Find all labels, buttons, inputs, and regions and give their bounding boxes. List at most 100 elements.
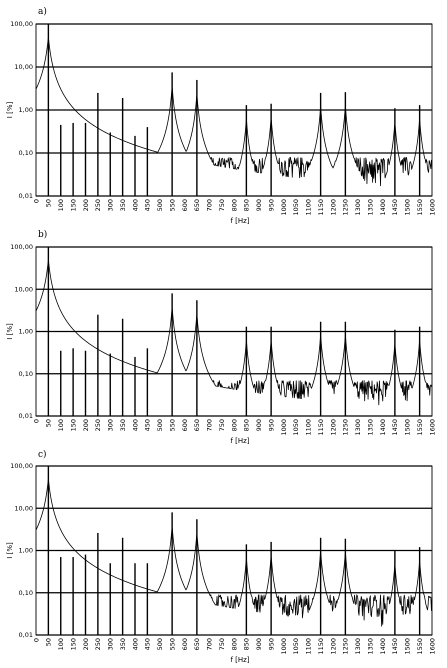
y-tick-label: 10,00 (14, 63, 33, 71)
panel-label: c) (38, 449, 47, 460)
panel-label: b) (38, 229, 47, 240)
x-tick-label: 600 (181, 419, 189, 431)
x-tick-label: 1550 (416, 638, 424, 655)
x-tick-label: 450 (144, 199, 152, 211)
x-tick-label: 850 (243, 419, 251, 431)
x-tick-label: 1000 (280, 199, 288, 216)
x-tick-label: 600 (181, 199, 189, 211)
x-tick-label: 450 (144, 638, 152, 650)
x-tick-label: 150 (69, 419, 77, 431)
spectrum-trace (35, 260, 433, 406)
x-tick-label: 200 (82, 199, 90, 211)
spectrum-trace (35, 479, 433, 627)
x-tick-label: 200 (82, 419, 90, 431)
x-tick-label: 1450 (391, 638, 399, 655)
x-tick-label: 800 (230, 419, 238, 431)
plot-frame (35, 23, 433, 197)
x-tick-label: 1350 (366, 638, 374, 655)
y-tick-label: 0,10 (19, 589, 33, 597)
x-tick-label: 1150 (317, 638, 325, 655)
y-tick-label: 10,00 (14, 285, 33, 293)
x-tick-label: 400 (131, 419, 139, 431)
x-tick-label: 600 (181, 638, 189, 650)
x-tick-label: 1100 (305, 638, 313, 655)
x-tick-label: 1400 (379, 419, 387, 436)
spectrum-panel: b) 100,00 10,00 1,00 0,10 0,01 I [%] 0 50 100 150 2… (6, 229, 436, 445)
y-tick-label: 0,01 (19, 192, 33, 200)
x-tick-label: 100 (57, 419, 65, 431)
x-tick-label: 1300 (354, 638, 362, 655)
x-tick-label: 1150 (317, 199, 325, 216)
x-tick-label: 1050 (292, 638, 300, 655)
x-tick-label: 950 (267, 199, 275, 211)
x-tick-label: 700 (206, 419, 214, 431)
x-tick-label: 1500 (404, 419, 412, 436)
x-tick-label: 1350 (366, 419, 374, 436)
x-tick-label: 300 (107, 419, 115, 431)
x-tick-label: 1250 (342, 199, 350, 216)
x-tick-label: 250 (94, 199, 102, 211)
x-tick-label: 650 (193, 419, 201, 431)
y-tick-label: 0,01 (19, 412, 33, 420)
x-tick-label: 1600 (428, 638, 436, 655)
x-tick-label: 1050 (292, 419, 300, 436)
x-tick-label: 50 (45, 199, 53, 207)
x-tick-label: 1100 (305, 419, 313, 436)
plot-frame (35, 246, 433, 417)
x-tick-label: 900 (255, 419, 263, 431)
y-tick-label: 1,00 (19, 547, 33, 555)
x-tick-label: 700 (206, 199, 214, 211)
x-tick-label: 900 (255, 199, 263, 211)
x-tick-label: 50 (45, 419, 53, 427)
y-tick-label: 1,00 (19, 328, 33, 336)
spectrum-panel: c) 100,00 10,00 1,00 0,10 0,01 I [%] 0 50 100 150 2… (6, 449, 436, 664)
x-tick-label: 400 (131, 638, 139, 650)
x-tick-label: 250 (94, 638, 102, 650)
x-tick-label: 650 (193, 638, 201, 650)
y-axis-label: I [%] (6, 323, 14, 340)
x-tick-label: 1050 (292, 199, 300, 216)
x-tick-label: 800 (230, 638, 238, 650)
x-tick-label: 1200 (329, 638, 337, 655)
x-tick-label: 1100 (305, 199, 313, 216)
x-tick-label: 0 (32, 199, 40, 203)
x-tick-label: 700 (206, 638, 214, 650)
x-tick-label: 50 (45, 638, 53, 646)
x-tick-label: 950 (267, 638, 275, 650)
x-tick-label: 1400 (379, 638, 387, 655)
y-tick-label: 100,00 (10, 462, 33, 470)
x-tick-label: 1400 (379, 199, 387, 216)
x-tick-label: 750 (218, 419, 226, 431)
x-tick-label: 550 (168, 638, 176, 650)
x-tick-label: 150 (69, 638, 77, 650)
x-tick-label: 100 (57, 638, 65, 650)
y-tick-label: 0,10 (19, 370, 33, 378)
x-axis-label: f [Hz] (230, 437, 249, 445)
x-tick-label: 850 (243, 638, 251, 650)
x-tick-label: 0 (32, 638, 40, 642)
x-tick-label: 1200 (329, 419, 337, 436)
x-tick-label: 750 (218, 199, 226, 211)
x-tick-label: 550 (168, 199, 176, 211)
x-tick-label: 1600 (428, 199, 436, 216)
x-tick-label: 1150 (317, 419, 325, 436)
x-tick-label: 500 (156, 419, 164, 431)
x-tick-label: 500 (156, 199, 164, 211)
x-tick-label: 300 (107, 638, 115, 650)
x-tick-label: 1500 (404, 638, 412, 655)
y-tick-label: 0,01 (19, 631, 33, 639)
x-tick-label: 150 (69, 199, 77, 211)
x-tick-label: 250 (94, 419, 102, 431)
x-tick-label: 1550 (416, 199, 424, 216)
x-tick-label: 100 (57, 199, 65, 211)
x-tick-label: 650 (193, 199, 201, 211)
x-tick-label: 950 (267, 419, 275, 431)
x-tick-label: 1300 (354, 419, 362, 436)
x-tick-label: 550 (168, 419, 176, 431)
y-tick-label: 1,00 (19, 106, 33, 114)
y-tick-label: 100,00 (10, 243, 33, 251)
y-tick-label: 100,00 (10, 20, 33, 28)
x-axis-label: f [Hz] (230, 656, 249, 664)
x-tick-label: 1450 (391, 199, 399, 216)
